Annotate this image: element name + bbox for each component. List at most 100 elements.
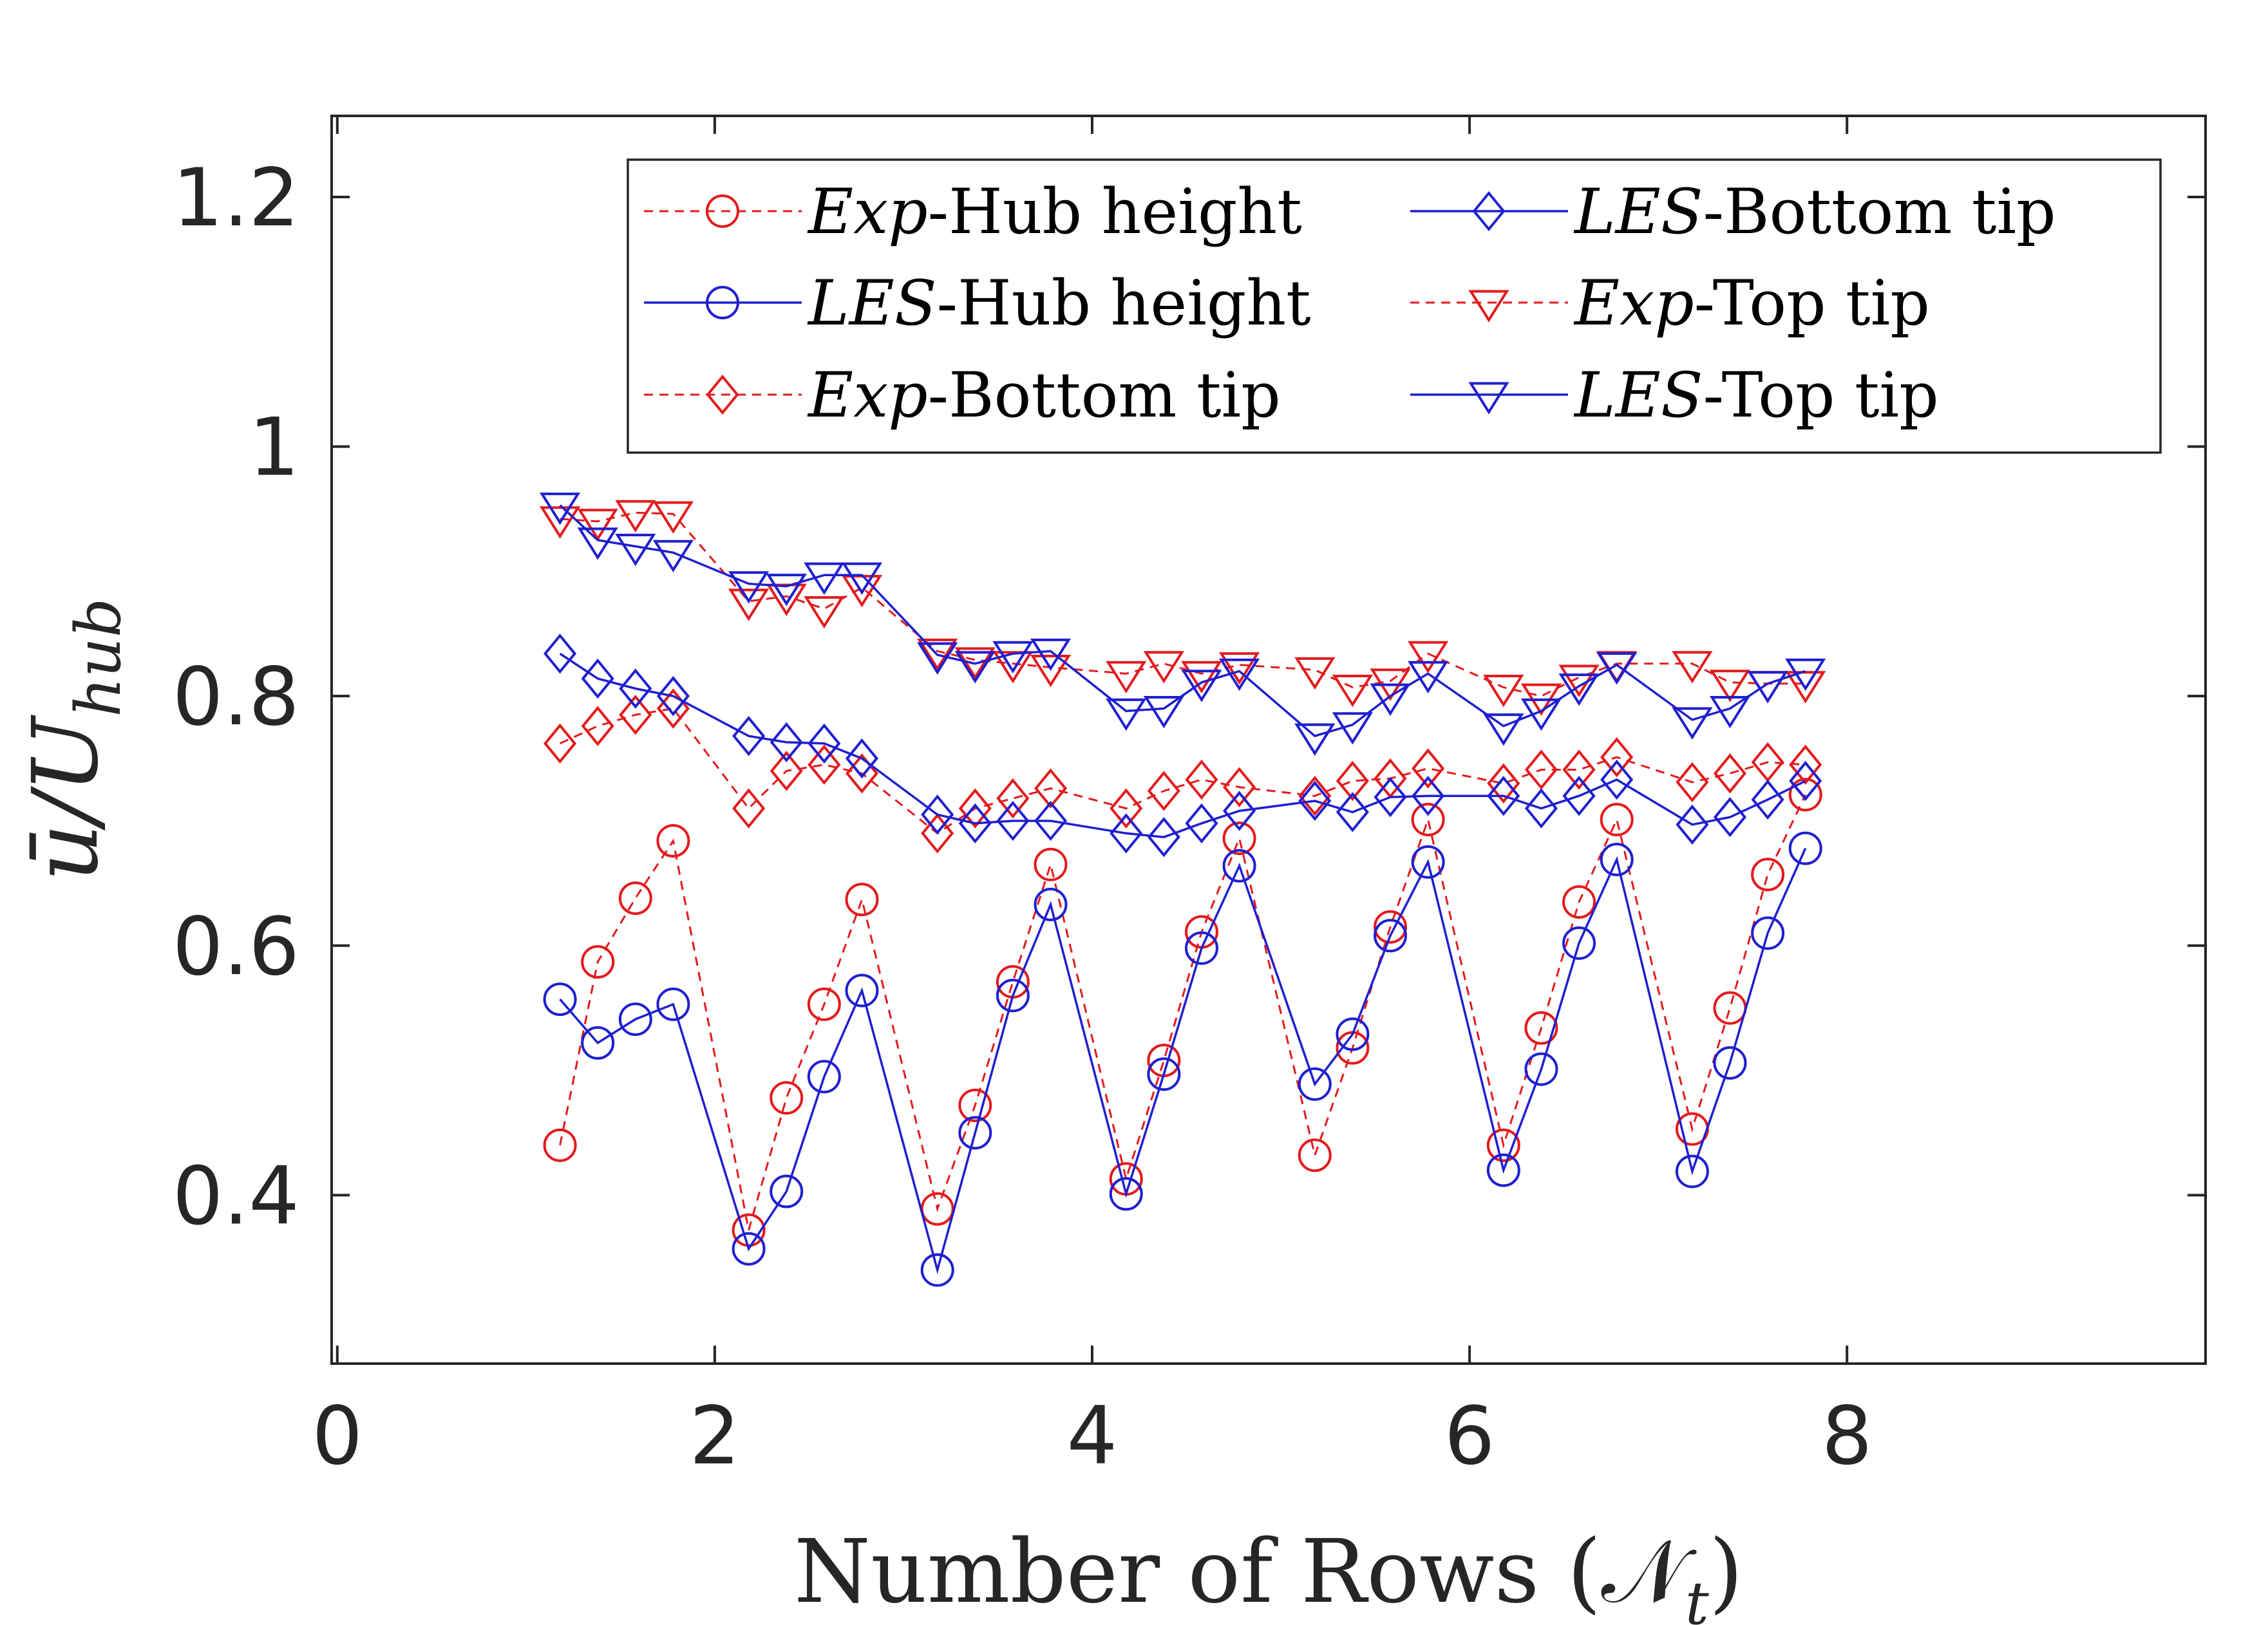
x-tick-label: 6: [1444, 1390, 1495, 1483]
data-point: [1223, 767, 1256, 807]
legend-label: LES-Bottom tip: [1573, 176, 2056, 248]
y-axis-title: ū/Uhub: [14, 598, 135, 881]
data-point: [770, 1081, 804, 1115]
series-les-hub-height: [543, 831, 1822, 1287]
data-point: [954, 647, 996, 680]
data-point: [1185, 759, 1218, 800]
y-tick-label: 1: [249, 402, 299, 494]
data-point: [1411, 803, 1445, 837]
data-point: [996, 778, 1030, 819]
data-point: [1218, 658, 1260, 691]
data-point: [1672, 651, 1713, 684]
data-point: [1524, 1011, 1558, 1045]
data-point: [1110, 813, 1143, 854]
data-point: [539, 506, 581, 539]
data-point: [1298, 1067, 1332, 1101]
data-point: [728, 588, 770, 621]
data-point: [1181, 661, 1222, 694]
data-point: [917, 642, 958, 675]
legend-entry: LES-Bottom tip: [1410, 176, 2056, 248]
plot-frame: [330, 115, 2207, 1365]
data-point: [992, 641, 1034, 674]
data-point: [958, 1088, 992, 1122]
data-point: [615, 500, 656, 533]
data-point: [1412, 748, 1445, 789]
y-tick-label: 1.2: [173, 152, 299, 245]
data-point: [581, 1026, 615, 1060]
data-point: [808, 744, 841, 785]
data-point: [1030, 655, 1072, 688]
data-point: [1562, 749, 1596, 790]
data-point: [1223, 791, 1256, 831]
data-point: [1524, 1052, 1558, 1086]
data-point: [958, 1116, 992, 1150]
axis-titles: Number of Rows (𝒩t) ū/Uhub: [14, 598, 1743, 1625]
data-point: [652, 501, 694, 534]
data-point: [618, 1002, 652, 1037]
data-point: [1332, 712, 1374, 745]
data-point: [1562, 776, 1596, 816]
data-point: [543, 634, 577, 674]
legend-label: LES-Hub height: [807, 267, 1311, 339]
series-line: [559, 847, 1807, 1275]
data-point: [996, 800, 1030, 841]
legend-box: [627, 158, 2162, 454]
data-point: [1713, 797, 1747, 838]
data-point: [732, 1232, 766, 1266]
series-line: [559, 707, 1806, 835]
data-point: [1336, 1017, 1370, 1051]
data-point: [1336, 792, 1369, 832]
data-point: [1147, 817, 1180, 858]
data-point: [656, 823, 690, 858]
data-point: [921, 813, 954, 854]
data-point: [1374, 919, 1408, 953]
data-point: [1483, 675, 1524, 708]
data-point: [1713, 1046, 1747, 1080]
data-point: [1600, 803, 1634, 837]
data-point: [1675, 1154, 1709, 1188]
data-point: [577, 509, 618, 541]
data-point: [1143, 696, 1184, 729]
data-point: [581, 706, 614, 746]
data-point: [1034, 800, 1068, 841]
data-point: [1294, 657, 1336, 690]
data-point: [1672, 707, 1713, 740]
legend-marker: [1468, 382, 1509, 415]
tick-layer: 0 2 4 6 8 0.4 0.6 0.8 1 1.2: [173, 116, 2206, 1483]
data-point: [1785, 658, 1826, 691]
data-point: [1185, 803, 1218, 844]
legend: Exp-Hub height LES-Hub height Exp-Bottom t…: [627, 158, 2162, 454]
series-line: [559, 652, 1806, 838]
y-tick-label: 0.8: [173, 651, 299, 744]
data-point: [1110, 788, 1143, 829]
legend-label: LES-Top tip: [1573, 359, 1939, 431]
legend-label: Exp-Hub height: [807, 176, 1302, 248]
data-point: [577, 527, 618, 560]
legend-entry: Exp-Bottom tip: [644, 359, 1281, 431]
data-point: [619, 668, 652, 709]
data-point: [1332, 675, 1374, 708]
legend-entry: Exp-Top tip: [1410, 267, 1930, 339]
legend-entry: Exp-Hub height: [644, 176, 1302, 248]
data-point: [1106, 698, 1147, 731]
data-point: [1709, 670, 1751, 702]
data-point: [958, 803, 992, 844]
data-point: [619, 695, 652, 735]
data-point: [1147, 1057, 1181, 1091]
data-point: [1600, 843, 1634, 877]
data-point: [1562, 885, 1596, 919]
data-point: [1600, 759, 1634, 800]
data-point: [807, 1060, 841, 1094]
data-point: [1147, 771, 1180, 811]
data-point: [1143, 651, 1184, 684]
y-tick-label: 0.6: [173, 901, 299, 993]
data-point: [543, 723, 577, 764]
data-point: [1789, 744, 1822, 785]
data-point: [581, 658, 614, 699]
data-point: [1713, 753, 1747, 794]
legend-marker: [706, 374, 739, 415]
legend-entry: LES-Top tip: [1410, 359, 1939, 431]
data-point: [1030, 638, 1072, 672]
data-point: [732, 716, 766, 756]
data-point: [1788, 778, 1822, 812]
